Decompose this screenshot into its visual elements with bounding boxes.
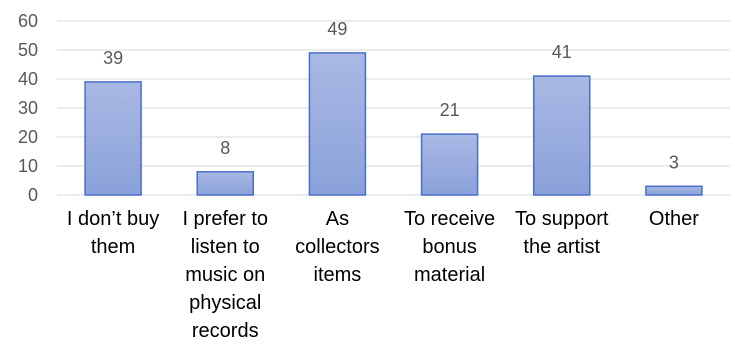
y-tick-label: 30 bbox=[18, 98, 38, 118]
y-tick-label: 60 bbox=[18, 11, 38, 31]
bar-3 bbox=[420, 133, 479, 196]
category-label-1: I prefer to listen to music on physical … bbox=[182, 208, 269, 342]
y-tick-label: 50 bbox=[18, 40, 38, 60]
category-label-0: I don’t buy them bbox=[66, 208, 160, 258]
data-labels: 39 8 49 21 41 3 bbox=[103, 19, 679, 172]
data-label-5: 3 bbox=[669, 152, 679, 172]
category-label-3: To receive bonus material bbox=[404, 208, 496, 286]
y-tick-label: 10 bbox=[18, 156, 38, 176]
data-label-4: 41 bbox=[552, 42, 572, 62]
category-label-4: To support the artist bbox=[515, 208, 609, 258]
category-label-5: Other bbox=[648, 208, 699, 230]
bar-2 bbox=[308, 52, 367, 196]
bar-0 bbox=[84, 81, 142, 196]
gridlines bbox=[57, 20, 730, 196]
y-tick-label: 20 bbox=[18, 127, 38, 147]
bar-5 bbox=[645, 185, 703, 196]
bar-1 bbox=[196, 171, 254, 196]
y-tick-label: 40 bbox=[18, 69, 38, 89]
data-label-1: 8 bbox=[220, 138, 230, 158]
bars bbox=[84, 52, 703, 196]
data-label-2: 49 bbox=[327, 19, 347, 39]
y-tick-label: 0 bbox=[28, 185, 38, 205]
y-axis-ticks: 0 10 20 30 40 50 60 bbox=[18, 11, 38, 205]
bar-4 bbox=[533, 75, 591, 196]
category-label-2: As collectors items bbox=[295, 208, 380, 286]
data-label-0: 39 bbox=[103, 48, 123, 68]
data-label-3: 21 bbox=[440, 100, 460, 120]
